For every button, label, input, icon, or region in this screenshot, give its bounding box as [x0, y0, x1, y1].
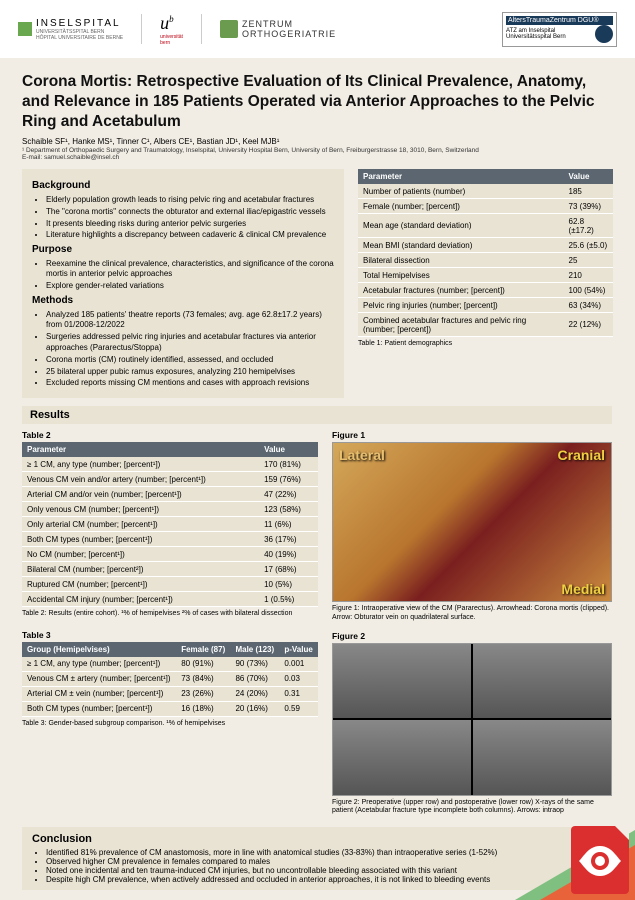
badge-dgu: AltersTraumaZentrum DGU® ATZ am Inselspi… — [502, 12, 617, 47]
header: INSELSPITALUNIVERSITÄTSSPITAL BERN HÔPIT… — [0, 0, 635, 58]
results-header: Results — [22, 406, 612, 424]
background-list: Elderly population growth leads to risin… — [32, 195, 334, 241]
logo-unibe: ub universität bern — [160, 13, 183, 46]
table1: ParameterValueNumber of patients (number… — [358, 169, 613, 398]
methods-list: Analyzed 185 patients' theatre reports (… — [32, 310, 334, 390]
pdf-download-icon[interactable] — [525, 790, 635, 900]
table3: Group (Hemipelvises)Female (87)Male (123… — [22, 642, 318, 717]
affiliation: ¹ Department of Orthopaedic Surgery and … — [0, 147, 635, 169]
logo-zentrum: ZENTRUMORTHOGERIATRIE — [220, 19, 336, 39]
logo-inselspital: INSELSPITALUNIVERSITÄTSSPITAL BERN HÔPIT… — [18, 18, 123, 41]
purpose-list: Reexamine the clinical prevalence, chara… — [32, 259, 334, 292]
poster-title: Corona Mortis: Retrospective Evaluation … — [0, 58, 635, 135]
figure-2 — [332, 643, 612, 796]
figure-1: Lateral Cranial Medial — [332, 442, 612, 602]
authors: Schaible SF¹, Hanke MS¹, Tinner C¹, Albe… — [0, 135, 635, 147]
intro-box: Background Elderly population growth lea… — [22, 169, 344, 398]
table2: ParameterValue≥ 1 CM, any type (number; … — [22, 442, 318, 607]
